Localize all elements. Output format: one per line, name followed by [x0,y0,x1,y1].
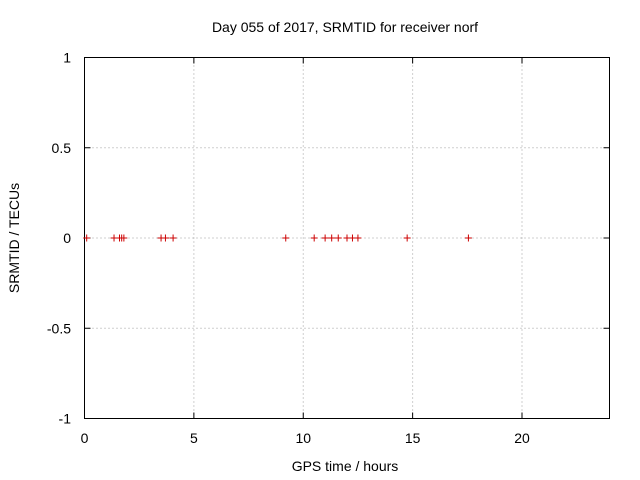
data-point [161,234,169,242]
x-tick-label: 10 [295,430,311,446]
y-tick-label: -1 [59,411,72,427]
chart-title: Day 055 of 2017, SRMTID for receiver nor… [212,19,478,35]
y-tick-label: 0 [63,230,71,246]
data-point [328,234,336,242]
data-point [282,234,290,242]
data-point [334,234,342,242]
axes: 0 5 10 15 20 -1 -0.5 0 0.5 1 [47,50,610,446]
x-tick-label: 0 [81,430,89,446]
data-point [83,234,91,242]
x-tick-label: 20 [514,430,530,446]
y-axis-label: SRMTID / TECUs [6,183,22,293]
grid-lines [84,57,610,419]
x-tick-label: 5 [190,430,198,446]
data-point [120,234,128,242]
y-tick-label: 1 [63,50,71,66]
x-tick-label: 15 [405,430,421,446]
y-tick-label: -0.5 [47,320,71,336]
data-point [403,234,411,242]
data-point [354,234,362,242]
data-point [310,234,318,242]
x-axis-label: GPS time / hours [292,458,399,474]
data-point [169,234,177,242]
data-point [464,234,472,242]
data-points [83,234,472,242]
y-tick-label: 0.5 [52,140,72,156]
data-point [321,234,329,242]
